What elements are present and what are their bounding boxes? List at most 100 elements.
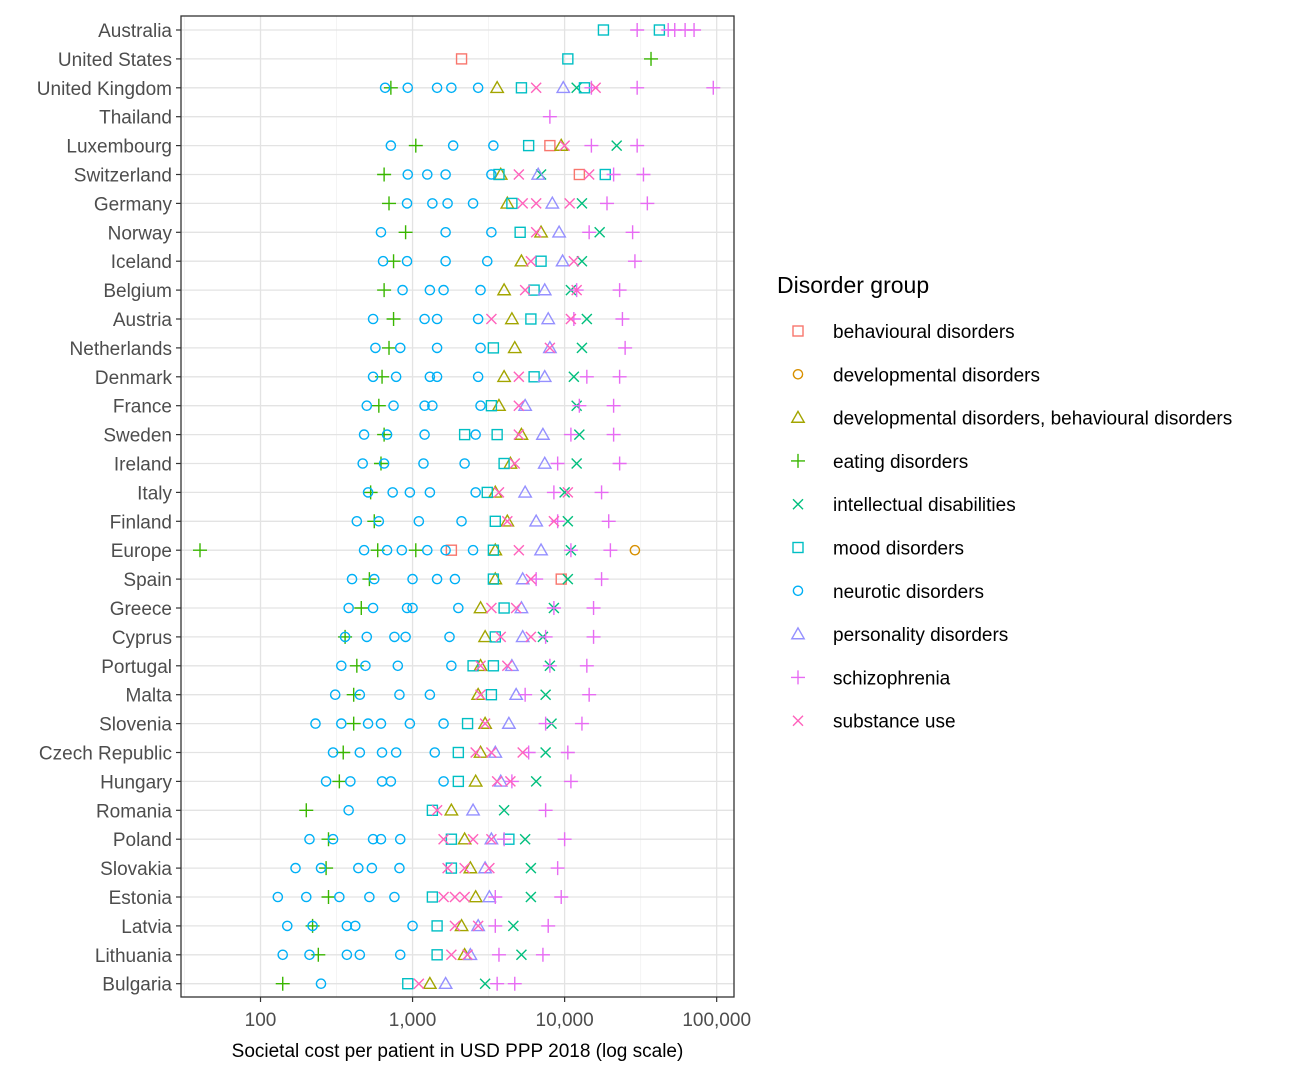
y-tick-label: Cyprus <box>112 628 172 649</box>
data-point <box>396 544 408 556</box>
data-point <box>438 976 454 990</box>
legend-label: eating disorders <box>833 452 968 473</box>
data-point <box>501 515 513 527</box>
series-developmental-disorders <box>629 544 641 556</box>
data-point <box>594 226 606 238</box>
data-point <box>491 947 506 962</box>
data-point <box>498 602 510 614</box>
data-point <box>514 253 529 267</box>
data-point <box>515 82 528 94</box>
data-point <box>530 775 542 787</box>
data-point <box>445 544 458 556</box>
series-neurotic-disorders <box>272 82 499 990</box>
legend-label: developmental disorders, behavioural dis… <box>833 409 1232 430</box>
data-point <box>281 920 293 932</box>
data-point <box>687 23 702 37</box>
data-point <box>554 890 569 904</box>
data-point <box>310 718 321 729</box>
data-point <box>467 198 479 209</box>
data-point <box>481 255 493 267</box>
data-point <box>563 427 578 442</box>
data-point <box>378 458 390 469</box>
data-point <box>535 255 547 267</box>
data-point <box>402 978 414 990</box>
data-point <box>597 24 610 36</box>
data-point <box>568 371 580 383</box>
data-point <box>519 284 531 296</box>
data-point <box>479 718 491 730</box>
data-point <box>603 543 618 558</box>
data-point <box>467 544 479 556</box>
data-point <box>277 949 289 961</box>
data-point <box>457 831 473 845</box>
data-point <box>360 660 371 672</box>
y-tick-label: Slovakia <box>100 859 172 880</box>
data-point <box>438 891 450 903</box>
data-point <box>507 920 519 932</box>
data-point <box>486 226 497 238</box>
data-point <box>572 398 587 413</box>
data-point <box>485 747 497 758</box>
legend-label: behavioural disorders <box>833 322 1015 343</box>
data-point <box>504 774 519 789</box>
data-point <box>407 573 418 585</box>
series-developmental-disorders-behavioural-disorders <box>422 80 569 990</box>
data-point <box>488 890 503 904</box>
data-point <box>485 689 498 701</box>
data-point <box>458 428 471 441</box>
data-point <box>385 140 397 151</box>
data-point <box>367 833 379 845</box>
data-point <box>576 342 588 354</box>
data-point <box>470 487 481 498</box>
data-point <box>375 833 387 845</box>
data-point <box>444 631 455 643</box>
data-point <box>400 631 411 643</box>
data-point <box>418 458 429 469</box>
data-point <box>475 284 486 296</box>
data-point <box>565 313 577 325</box>
data-point <box>389 891 400 903</box>
data-point <box>528 371 540 383</box>
data-point <box>373 516 385 527</box>
data-point <box>449 891 461 903</box>
data-point <box>357 458 369 469</box>
data-point <box>629 544 641 556</box>
data-point <box>533 542 549 556</box>
data-point <box>442 198 453 209</box>
data-point <box>431 342 443 354</box>
data-point <box>402 169 414 180</box>
data-point <box>300 891 312 903</box>
data-point <box>304 833 315 845</box>
data-point <box>386 312 401 326</box>
x-tick-label: 100 <box>245 1010 277 1031</box>
x-axis: 100 1,000 10,000 100,000 <box>245 997 751 1031</box>
y-tick-label: Finland <box>110 512 172 533</box>
y-tick-label: Switzerland <box>74 166 172 187</box>
data-point <box>327 747 339 758</box>
data-point <box>630 23 645 37</box>
data-point <box>353 862 364 874</box>
x-tick-label: 1,000 <box>389 1010 437 1031</box>
data-point <box>627 254 642 269</box>
data-point <box>499 513 515 527</box>
data-point <box>644 51 659 66</box>
plot-panel-border <box>180 15 735 998</box>
data-point <box>413 978 425 990</box>
y-tick-label: Europe <box>111 541 172 562</box>
legend-key <box>791 453 805 468</box>
data-point <box>487 573 500 585</box>
data-point <box>368 573 380 585</box>
data-point <box>377 167 392 182</box>
data-point <box>582 687 597 702</box>
data-point <box>465 802 481 816</box>
legend-label: neurotic disorders <box>833 582 984 603</box>
data-point <box>517 197 529 209</box>
data-points <box>192 23 721 991</box>
data-point <box>373 456 388 471</box>
data-point <box>438 776 449 787</box>
data-point <box>540 689 552 701</box>
data-point <box>475 689 487 701</box>
data-point <box>525 573 537 585</box>
data-point <box>530 82 542 94</box>
data-point <box>486 169 497 180</box>
